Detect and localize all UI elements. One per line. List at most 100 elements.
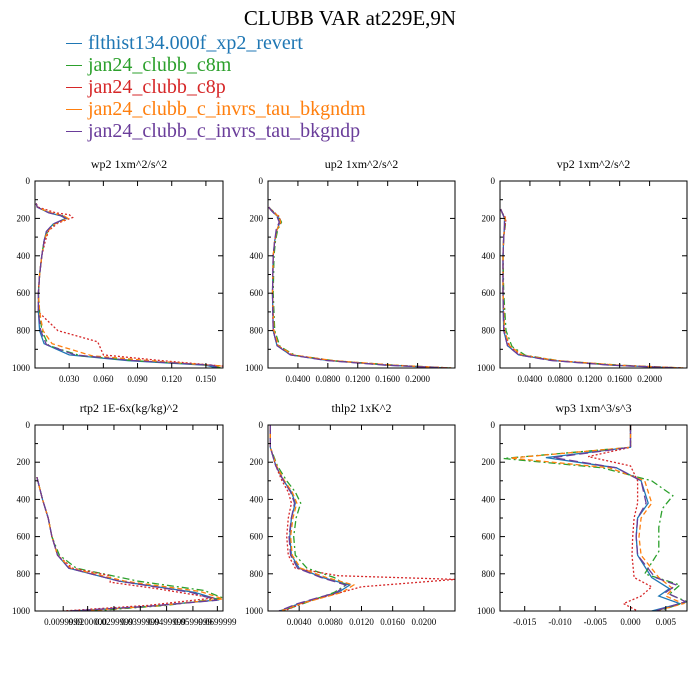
x-tick-label: 0.2000 (637, 374, 662, 384)
legend-swatch (66, 86, 82, 88)
series-line-5 (552, 425, 687, 611)
y-tick-label: 1000 (12, 363, 31, 373)
x-tick-label: 0.000 (620, 617, 641, 627)
x-tick-label: 0.120 (162, 374, 183, 384)
x-tick-label: 0.0800 (315, 374, 340, 384)
y-tick-label: 600 (482, 532, 496, 542)
x-tick-label: 0.0499999 (147, 617, 186, 627)
x-tick-label: 0.005 (656, 617, 677, 627)
series-group (503, 425, 687, 611)
series-group (269, 425, 455, 611)
x-tick-label: 0.030 (59, 374, 80, 384)
y-tick-label: 1000 (477, 606, 496, 616)
series-line-3 (36, 476, 214, 611)
y-tick-label: 800 (17, 569, 31, 579)
y-tick-label: 800 (482, 326, 496, 336)
panel-title: wp3 1xm^3/s^3 (555, 401, 631, 415)
series-group (35, 203, 223, 368)
chart-panel-6: wp3 1xm^3/s^3 0 200 400 600 800 1000 -0.015 -0.0… (477, 401, 688, 627)
x-tick-label: 0.090 (127, 374, 148, 384)
x-tick-label: 0.0200000 (69, 617, 108, 627)
x-tick-label: 0.0400 (518, 374, 543, 384)
x-tick-label: 0.1600 (375, 374, 400, 384)
x-tick-label: 0.0099999 (44, 617, 83, 627)
y-tick-label: 800 (250, 569, 264, 579)
chart-panel-4: rtp2 1E-6x(kg/kg)^2 0 200 400 600 800 1000 0.00… (12, 401, 237, 627)
series-group (36, 476, 223, 611)
legend-label: flthist134.000f_xp2_revert (88, 32, 303, 54)
x-tick-label: 0.0040 (287, 617, 312, 627)
series-line-3 (269, 425, 455, 611)
plot-frame (499, 424, 688, 612)
legend-label: jan24_clubb_c_invrs_tau_bkgndm (88, 98, 366, 120)
y-tick-label: 400 (17, 494, 31, 504)
y-tick-label: 200 (482, 213, 496, 223)
x-tick-label: 0.0399999 (121, 617, 160, 627)
series-line-3 (268, 206, 452, 368)
legend-item: jan24_clubb_c8p (66, 76, 366, 98)
y-tick-label: 800 (482, 569, 496, 579)
y-tick-label: 200 (482, 457, 496, 467)
chart-panel-5: thlp2 1xK^2 0 200 400 600 800 1000 0.0040 0.0080… (245, 401, 456, 627)
y-tick-label: 1000 (12, 606, 31, 616)
series-line-5 (36, 476, 218, 611)
plot-frame (499, 180, 688, 369)
x-tick-label: 0.0160 (380, 617, 405, 627)
y-tick-label: 0 (259, 176, 264, 186)
x-tick-label: 0.0200 (411, 617, 436, 627)
series-line-4 (268, 206, 452, 368)
y-tick-label: 800 (250, 326, 264, 336)
panel-title: vp2 1xm^2/s^2 (557, 157, 631, 171)
series-line-4 (500, 208, 684, 368)
series-line-5 (500, 208, 680, 368)
legend-swatch (66, 42, 82, 44)
x-tick-label: 0.0699999 (198, 617, 237, 627)
series-group (500, 208, 684, 368)
y-tick-label: 600 (250, 288, 264, 298)
y-tick-label: 200 (250, 213, 264, 223)
x-tick-label: 0.1200 (345, 374, 370, 384)
series-line-2 (268, 206, 452, 368)
legend-swatch (66, 64, 82, 66)
chart-panel-1: wp2 1xm^2/s^2 0 200 400 600 800 1000 0.030 0.060… (12, 157, 224, 384)
series-line-1 (545, 425, 683, 611)
legend-swatch (66, 108, 82, 110)
y-tick-label: 400 (250, 251, 264, 261)
y-tick-label: 200 (17, 213, 31, 223)
series-line-4 (269, 425, 356, 611)
x-tick-label: -0.005 (584, 617, 608, 627)
x-tick-label: 0.1600 (607, 374, 632, 384)
panel-title: wp2 1xm^2/s^2 (91, 157, 167, 171)
y-tick-label: 400 (17, 251, 31, 261)
series-line-3 (500, 208, 684, 368)
y-tick-label: 1000 (245, 606, 264, 616)
series-line-1 (269, 425, 352, 611)
series-line-1 (36, 476, 220, 611)
legend: flthist134.000f_xp2_revert jan24_clubb_c8… (66, 32, 366, 142)
series-line-3 (35, 203, 223, 367)
y-tick-label: 200 (250, 457, 264, 467)
y-tick-label: 600 (17, 288, 31, 298)
series-line-5 (269, 425, 348, 611)
y-tick-label: 600 (17, 532, 31, 542)
series-line-2 (35, 203, 221, 368)
legend-item: jan24_clubb_c_invrs_tau_bkgndm (66, 98, 366, 120)
y-tick-label: 1000 (477, 363, 496, 373)
series-group (268, 206, 452, 368)
legend-swatch (66, 130, 82, 132)
x-tick-label: 0.0400 (286, 374, 311, 384)
y-tick-label: 400 (482, 251, 496, 261)
series-line-4 (510, 425, 686, 611)
x-tick-label: 0.150 (196, 374, 217, 384)
series-line-4 (36, 476, 223, 611)
series-line-5 (268, 206, 448, 368)
x-tick-label: 0.0299999 (95, 617, 134, 627)
y-tick-label: 0 (26, 420, 31, 430)
x-tick-label: -0.010 (548, 617, 572, 627)
chart-panel-3: vp2 1xm^2/s^2 0 200 400 600 800 1000 0.0400 0.08… (477, 157, 688, 384)
plot-frame (267, 180, 456, 369)
legend-item: jan24_clubb_c8m (66, 54, 366, 76)
x-tick-label: 0.0599999 (174, 617, 213, 627)
chart-panel-2: up2 1xm^2/s^2 0 200 400 600 800 1000 0.0400 0.08… (245, 157, 456, 384)
legend-item: jan24_clubb_c_invrs_tau_bkgndp (66, 120, 366, 142)
